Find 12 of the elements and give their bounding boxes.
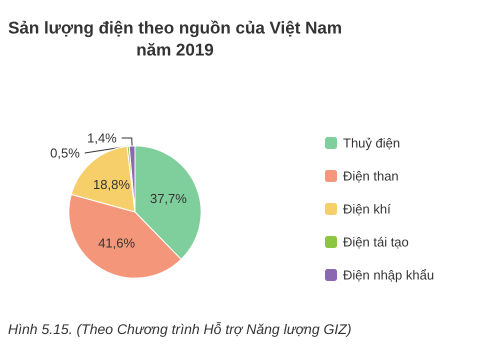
data-label: 0,5% bbox=[50, 145, 80, 160]
legend-label: Điện than bbox=[343, 168, 399, 184]
text: Hình 5.15. (Theo Chương trình Hỗ trợ Năng lượng GIZ) bbox=[8, 321, 352, 337]
data-label: 37,7% bbox=[150, 190, 188, 206]
data-label: 41,6% bbox=[98, 236, 136, 251]
legend-label: Điện tái tạo bbox=[343, 234, 409, 250]
legend-label: Điện nhập khẩu bbox=[343, 268, 434, 282]
chart-title: Sản lượng điện theo nguồn của Việt Nam năm 2019 bbox=[8, 18, 342, 60]
data-label: 18,8% bbox=[93, 177, 130, 192]
data-label: 1,4% bbox=[87, 130, 118, 146]
legend-label: Thuỷ điện bbox=[343, 136, 400, 150]
legend-label: Điện khí bbox=[343, 202, 392, 216]
